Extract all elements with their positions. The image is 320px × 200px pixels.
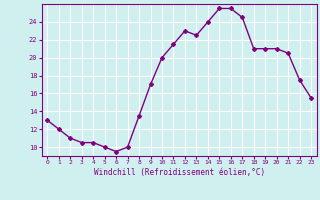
X-axis label: Windchill (Refroidissement éolien,°C): Windchill (Refroidissement éolien,°C)	[94, 168, 265, 177]
